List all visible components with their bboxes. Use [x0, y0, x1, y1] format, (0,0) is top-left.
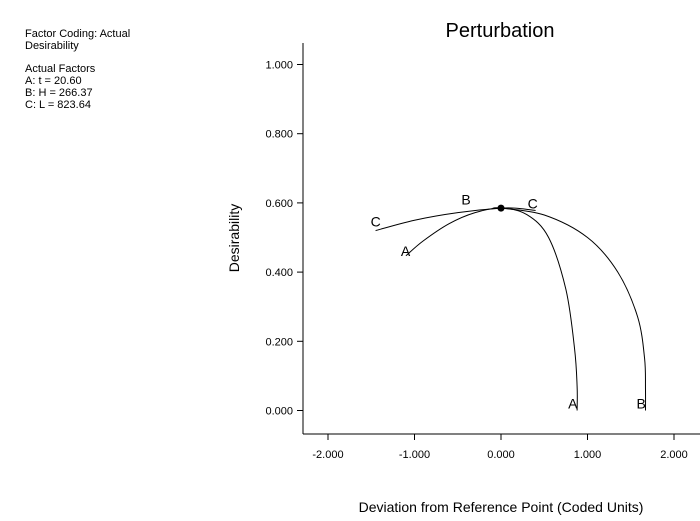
x-tick-label: 2.000: [660, 449, 688, 461]
y-tick-label: 0.400: [265, 267, 293, 279]
y-tick-label: 0.600: [265, 198, 293, 210]
x-tick-label: -2.000: [312, 449, 343, 461]
factor-coding-text: Factor Coding: Actual: [25, 28, 131, 40]
y-axis-label: Desirability: [226, 204, 242, 272]
curve-c: [375, 207, 536, 232]
y-tick-label: 1.000: [265, 60, 293, 72]
x-axis-label: Deviation from Reference Point (Coded Un…: [359, 499, 644, 515]
curve-a: [405, 207, 578, 411]
y-tick-label: 0.800: [265, 129, 293, 141]
curve-b: [492, 207, 647, 411]
y-tick-label: 0.200: [265, 336, 293, 348]
factor-info-panel: Factor Coding: Actual Desirability Actua…: [25, 28, 130, 111]
reference-point-marker: [497, 204, 505, 212]
curve-b-start-label: B: [461, 191, 470, 207]
x-tick-label: 0.000: [487, 449, 515, 461]
curve-c-end-label: C: [528, 196, 538, 212]
response-name-text: Desirability: [25, 40, 79, 52]
curve-a-end-label: A: [568, 396, 578, 412]
chart-title: Perturbation: [446, 20, 555, 42]
x-tick-label: 1.000: [574, 449, 602, 461]
x-tick-label: -1.000: [399, 449, 430, 461]
curve-c-start-label: C: [371, 214, 381, 230]
curve-a-start-label: A: [401, 243, 411, 259]
factor-c-text: C: L = 823.64: [25, 99, 91, 111]
actual-factors-header: Actual Factors: [25, 63, 96, 75]
y-tick-label: 0.000: [265, 406, 293, 418]
curve-b-end-label: B: [636, 396, 645, 412]
factor-b-text: B: H = 266.37: [25, 87, 93, 99]
factor-a-text: A: t = 20.60: [25, 75, 82, 87]
